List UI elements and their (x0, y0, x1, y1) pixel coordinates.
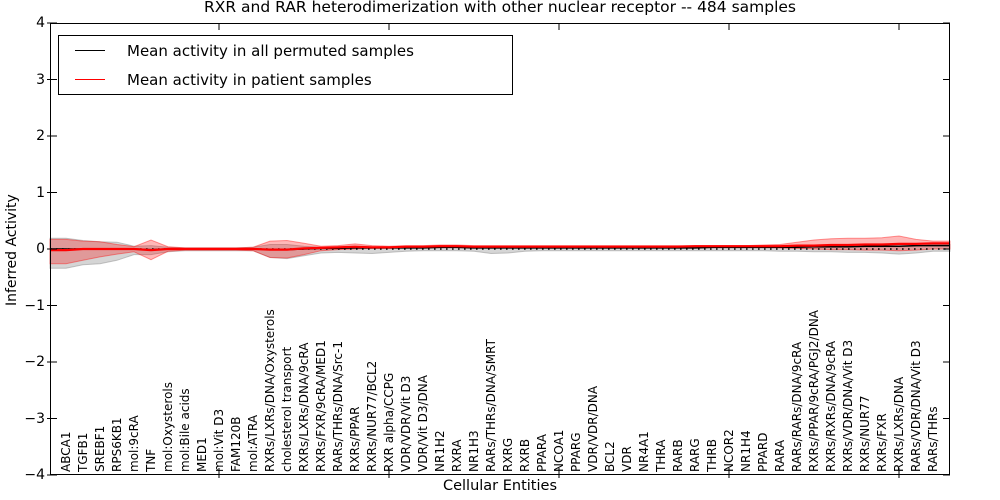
x-category-label: VDR/Vit D3/DNA (415, 375, 430, 472)
x-category-label: RARB (670, 439, 685, 472)
x-category-label: BCL2 (602, 441, 617, 472)
x-category-label: PPARA (534, 434, 549, 472)
x-category-label: NR1H4 (738, 430, 753, 472)
x-category-label: RXRs/RXRs/DNA/9cRA (823, 340, 838, 472)
x-category-label: RARs/VDR/DNA/Vit D3 (908, 340, 923, 472)
legend-entry-patient: Mean activity in patient samples (59, 65, 512, 94)
x-category-label: RPS6KB1 (109, 417, 124, 472)
x-category-label: mol:9cRA (126, 415, 141, 472)
x-category-label: THRB (704, 439, 719, 472)
x-category-label: RXRs/LXRs/DNA/Oxysterols (262, 309, 277, 472)
y-tick-label: 0 (36, 241, 45, 257)
x-axis-label: Cellular Entities (442, 478, 558, 494)
x-category-label: VDR/VDR/DNA (585, 385, 600, 472)
x-category-label: RARs/THRs (925, 406, 940, 472)
x-category-label: RARs/RARs/DNA/9cRA (789, 341, 804, 472)
x-category-label: NR1H2 (432, 430, 447, 472)
x-category-label: TNF (143, 448, 158, 472)
y-tick-label: −1 (24, 297, 45, 314)
axis-ticks (47, 22, 950, 478)
x-category-label: RXRs/VDR/DNA/Vit D3 (840, 339, 855, 472)
x-category-label: RXRs/PPAR/9cRA/PGJ2/DNA (806, 310, 821, 472)
y-tick-label: 2 (36, 128, 45, 144)
x-category-label: VDR/VDR/Vit D3 (398, 375, 413, 472)
y-tick-label: −3 (24, 410, 45, 427)
x-category-label: ABCA1 (58, 431, 73, 472)
y-tick-label: 4 (36, 15, 45, 31)
x-category-label: FAM120B (228, 416, 243, 473)
patient-mean-line (50, 242, 950, 252)
x-category-label: mol:Vit D3 (211, 408, 226, 472)
x-category-label: RXRs/LXRs/DNA (891, 376, 906, 472)
x-category-label: RXRG (500, 437, 515, 472)
x-category-label: NCOR2 (721, 429, 736, 472)
x-category-label: RARA (772, 439, 787, 472)
x-category-label: TGFB1 (75, 432, 90, 472)
x-category-label: RARG (687, 438, 702, 472)
x-category-label: RXRB (517, 438, 532, 472)
permuted-line-swatch (75, 50, 105, 51)
x-category-label: RXRs/NUR77 (857, 395, 872, 472)
y-tick-label: 3 (36, 71, 45, 88)
legend-label-patient: Mean activity in patient samples (127, 70, 372, 89)
x-category-label: NR4A1 (636, 431, 651, 472)
x-category-label: RXRs/LXRs/DNA/9cRA (296, 342, 311, 473)
x-category-label: mol:ATRA (245, 414, 260, 472)
x-category-label: THRA (653, 439, 668, 472)
x-category-label: RXRA (449, 439, 464, 472)
patient-line-swatch (75, 79, 105, 80)
x-category-label: MED1 (194, 437, 209, 472)
legend-label-permuted: Mean activity in all permuted samples (127, 41, 414, 60)
legend-entry-permuted: Mean activity in all permuted samples (59, 36, 512, 65)
y-tick-label: −4 (24, 467, 45, 483)
x-category-label: RARs/THRs/DNA/Src-1 (330, 341, 345, 472)
x-category-label: RARs/THRs/DNA/SMRT (483, 339, 498, 472)
x-category-label: cholesterol transport (279, 346, 294, 472)
x-category-label: SREBF1 (92, 425, 107, 472)
x-category-label: VDR (619, 446, 634, 472)
x-category-label: mol:Bile acids (177, 388, 192, 472)
y-tick-label: −2 (24, 354, 45, 370)
x-category-label: RXRs/NUR77/BCL2 (364, 360, 379, 472)
x-category-label: RXR alpha/CCPG (381, 372, 396, 472)
x-category-label: RXRs/PPAR (347, 406, 362, 472)
x-category-label: PPARG (568, 432, 583, 472)
y-tick-label: 1 (36, 184, 45, 201)
x-category-label: RXRs/FXR (874, 413, 889, 472)
chart-title: RXR and RAR heterodimerization with othe… (203, 0, 797, 16)
legend: Mean activity in all permuted samples Me… (58, 35, 513, 95)
x-category-label: RXRs/FXR/9cRA/MED1 (313, 340, 328, 472)
x-category-label: NCOA1 (551, 429, 566, 472)
x-category-label: PPARD (755, 432, 770, 473)
x-category-label: NR1H3 (466, 430, 481, 472)
x-category-label: mol:Oxysterols (160, 382, 175, 472)
